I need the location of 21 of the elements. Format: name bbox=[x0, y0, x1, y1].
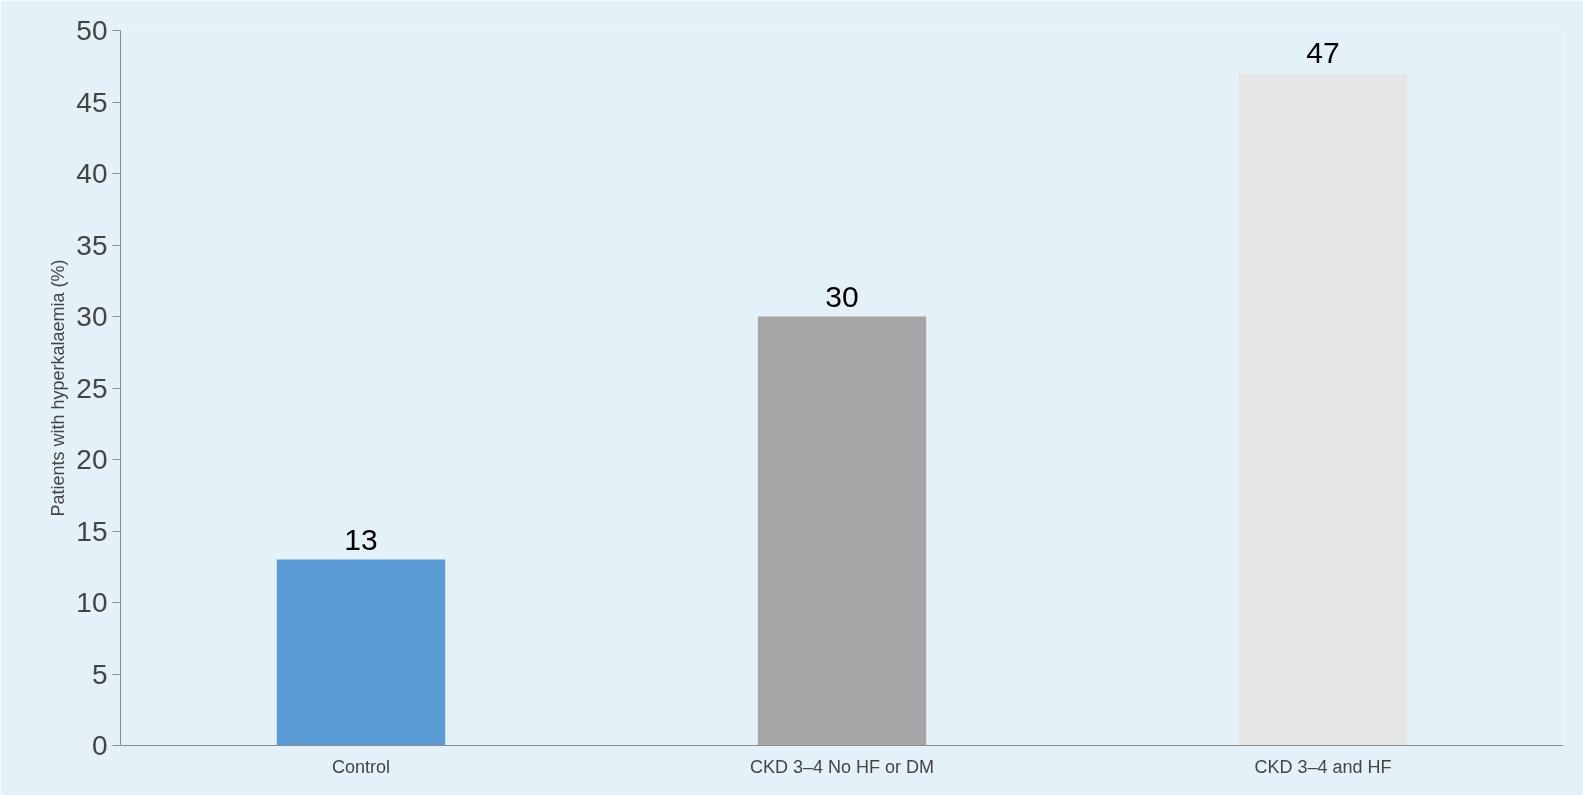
y-tick-label: 45 bbox=[76, 86, 108, 118]
data-label: 13 bbox=[344, 522, 378, 556]
y-tick-label: 35 bbox=[76, 229, 108, 261]
bar bbox=[757, 316, 927, 746]
y-tick-label: 20 bbox=[76, 444, 108, 475]
x-tick-label: CKD 3–4 No HF or DM bbox=[749, 756, 935, 777]
y-tick-label: 25 bbox=[76, 372, 108, 404]
x-tick-label: CKD 3–4 and HF bbox=[1254, 756, 1392, 777]
bar bbox=[1238, 73, 1408, 746]
bar bbox=[276, 559, 446, 746]
data-label: 30 bbox=[825, 279, 859, 313]
y-tick-label: 30 bbox=[76, 301, 108, 332]
data-label: 47 bbox=[1306, 36, 1340, 70]
y-tick-label: 5 bbox=[91, 658, 108, 690]
x-tick-label: Control bbox=[331, 756, 391, 777]
y-tick-label: 50 bbox=[76, 15, 108, 46]
y-tick-label: 10 bbox=[76, 587, 108, 618]
y-tick-label: 0 bbox=[91, 730, 108, 761]
y-tick-label: 40 bbox=[76, 158, 108, 189]
y-axis-title: Patients with hyperkalaemia (%) bbox=[48, 259, 69, 517]
y-tick-label: 15 bbox=[76, 515, 108, 547]
